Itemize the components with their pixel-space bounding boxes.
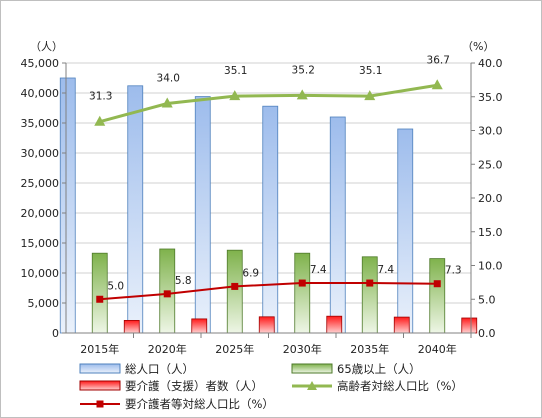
- left-axis-tick-label: 30,000: [21, 147, 60, 160]
- bar-care-recipients: [123, 319, 140, 334]
- left-axis-tick-label: 35,000: [21, 117, 60, 130]
- data-label-care-ratio: 7.4: [377, 264, 394, 276]
- legend-swatch-care-recipients: [79, 380, 121, 391]
- bar-care-recipients: [258, 316, 275, 334]
- x-axis-tick-label: 2030年: [283, 342, 322, 356]
- x-axis-tick-label: 2020年: [148, 342, 187, 356]
- left-axis-tick-label: 20,000: [21, 207, 60, 220]
- point-elderly-ratio: [161, 97, 173, 108]
- right-axis-tick-label: 30.0: [478, 125, 503, 138]
- data-label-elderly-ratio: 34.0: [157, 73, 180, 85]
- bar-total-population: [397, 128, 414, 334]
- data-label-elderly-ratio: 35.1: [359, 65, 382, 77]
- point-care-ratio: [96, 295, 104, 303]
- left-axis-tick-label: 0: [52, 327, 59, 340]
- data-label-elderly-ratio: 35.2: [292, 64, 315, 76]
- point-care-ratio: [298, 279, 306, 287]
- data-label-elderly-ratio: 36.7: [427, 54, 450, 66]
- data-label-care-ratio: 5.0: [107, 280, 124, 292]
- axes: 0 5,000 10,000 15,000 20,000 25,000 30,000 35,0…: [21, 57, 503, 356]
- lines: [94, 79, 443, 303]
- bar-care-recipients: [326, 315, 343, 334]
- bar-total-population: [194, 96, 211, 334]
- left-axis-tick-label: 15,000: [21, 237, 60, 250]
- left-axis-tick-label: 10,000: [21, 267, 60, 280]
- right-axis-tick-label: 15.0: [478, 226, 503, 239]
- legend-marker-care-ratio: [96, 400, 104, 408]
- bar-care-recipients: [461, 317, 478, 334]
- data-labels: 31.3 34.0 35.1 35.2 35.1 36.7 5.0 5.8 6.9 7.4 7.4 7…: [89, 54, 462, 292]
- bar-total-population: [262, 105, 279, 334]
- right-axis-tick-label: 20.0: [478, 192, 503, 205]
- bar-65-plus: [429, 258, 446, 334]
- left-axis-unit: （人）: [30, 40, 63, 53]
- left-axis-tick-label: 5,000: [28, 297, 60, 310]
- right-axis-tick-label: 0.0: [478, 327, 496, 340]
- point-care-ratio: [366, 279, 374, 287]
- right-axis-unit: （%）: [462, 40, 494, 53]
- legend: 総人口（人） 65歳以上（人） 要介護（支援）者数（人） 高齢者対総人口比（%）…: [79, 362, 463, 411]
- data-label-care-ratio: 6.9: [242, 267, 259, 279]
- right-axis-tick-label: 35.0: [478, 91, 503, 104]
- point-care-ratio: [163, 290, 171, 298]
- right-axis-tick-label: 40.0: [478, 57, 503, 70]
- bar-total-population: [59, 77, 76, 334]
- legend-swatch-65-plus: [291, 363, 333, 374]
- left-axis-tick-label: 45,000: [21, 57, 60, 70]
- data-label-elderly-ratio: 31.3: [89, 91, 112, 103]
- line-elderly-ratio: [99, 83, 438, 124]
- right-axis-tick-label: 25.0: [478, 158, 503, 171]
- x-axis-tick-label: 2015年: [80, 342, 119, 356]
- legend-swatch-total-population: [79, 363, 121, 374]
- bar-care-recipients: [393, 316, 410, 334]
- legend-label-care-recipients: 要介護（支援）者数（人）: [125, 379, 263, 393]
- data-label-care-ratio: 7.3: [445, 265, 462, 277]
- bar-65-plus: [91, 252, 108, 334]
- right-axis-tick-label: 5.0: [478, 293, 496, 306]
- x-axis-tick-label: 2040年: [418, 342, 457, 356]
- data-label-elderly-ratio: 35.1: [224, 65, 247, 77]
- x-axis-tick-label: 2035年: [350, 342, 389, 356]
- left-axis-tick-label: 40,000: [21, 87, 60, 100]
- point-care-ratio: [433, 280, 441, 288]
- legend-label-elderly-ratio: 高齢者対総人口比（%）: [337, 379, 463, 393]
- x-axis-tick-label: 2025年: [215, 342, 254, 356]
- data-label-care-ratio: 7.4: [310, 264, 327, 276]
- line-care-ratio: [99, 282, 438, 301]
- point-care-ratio: [231, 282, 239, 290]
- data-label-care-ratio: 5.8: [175, 275, 192, 287]
- legend-label-care-ratio: 要介護者等対総人口比（%）: [125, 397, 274, 411]
- right-axis-tick-label: 10.0: [478, 260, 503, 273]
- point-elderly-ratio: [229, 90, 241, 101]
- point-elderly-ratio: [431, 79, 443, 90]
- legend-label-total-population: 総人口（人）: [125, 362, 194, 376]
- point-elderly-ratio: [364, 90, 376, 101]
- bar-total-population: [329, 116, 346, 334]
- point-elderly-ratio: [296, 89, 308, 100]
- bar-65-plus: [361, 256, 378, 334]
- bar-care-recipients: [191, 318, 208, 334]
- point-elderly-ratio: [94, 115, 106, 126]
- left-axis-tick-label: 25,000: [21, 177, 60, 190]
- bars: [59, 77, 478, 334]
- legend-label-65-plus: 65歳以上（人）: [337, 362, 421, 376]
- bar-65-plus: [226, 249, 243, 334]
- legend-marker-elderly-ratio: [307, 381, 317, 390]
- bar-65-plus: [294, 252, 311, 334]
